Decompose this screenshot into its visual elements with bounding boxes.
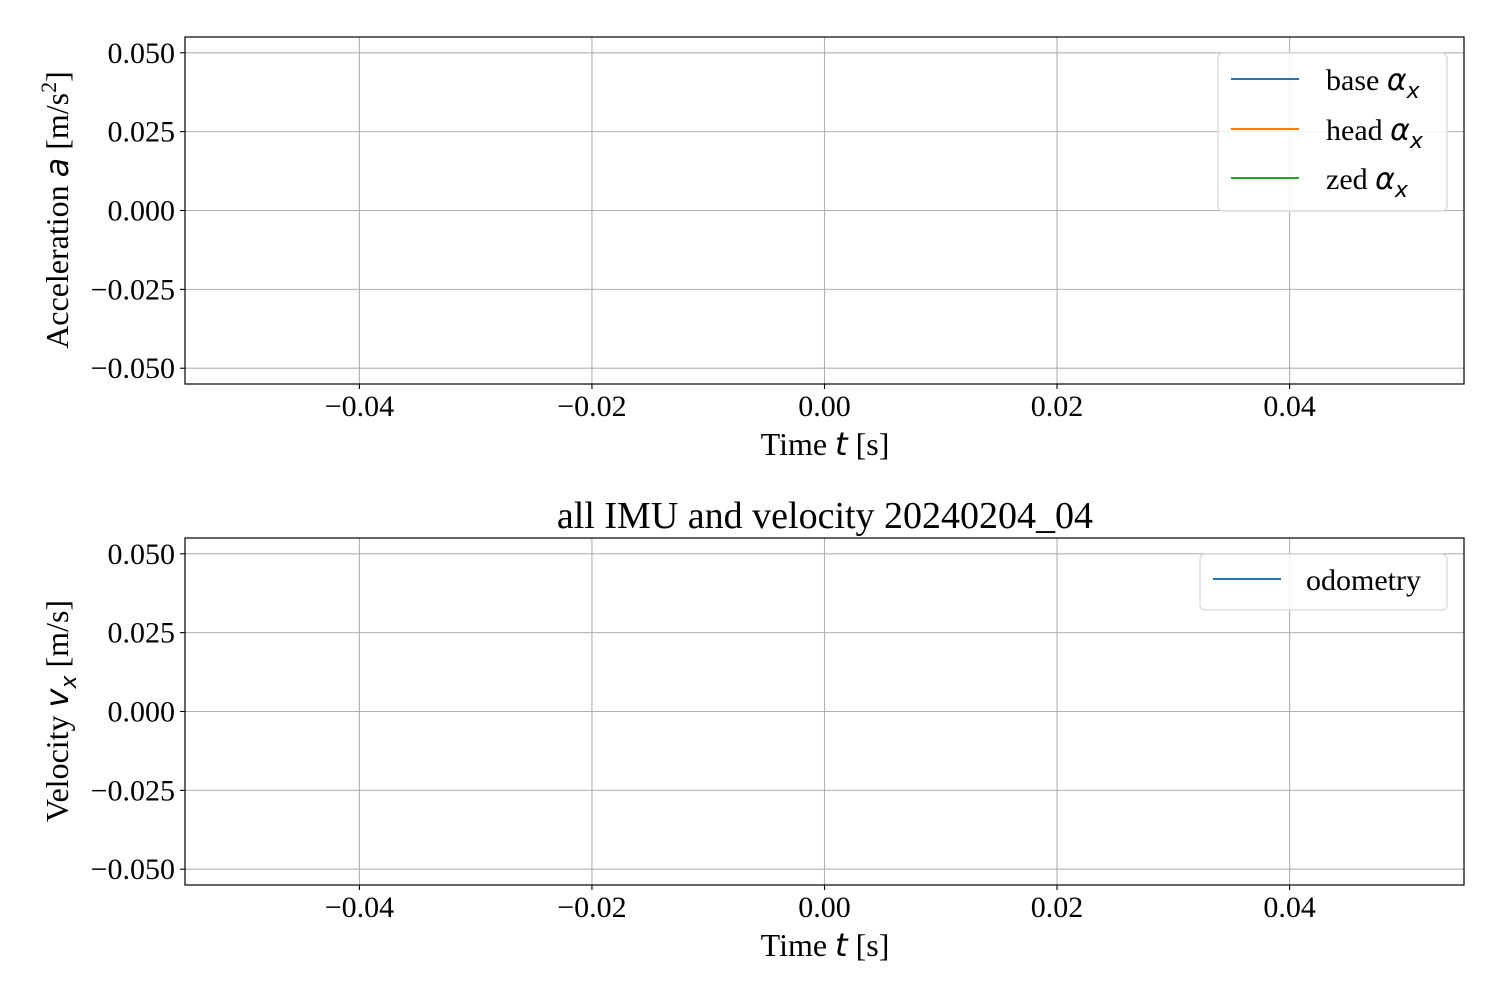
velocity-subplot: −0.04 −0.02 0.00 0.02 0.04 0.050 0.025 0.000 −0.… — [38, 537, 1465, 964]
acceleration-x-tick-label: −0.04 — [325, 390, 394, 423]
legend-label-head: head αx — [1326, 113, 1424, 154]
legend-entry-head: head αx — [1231, 113, 1424, 154]
legend-entry-odometry: odometry — [1213, 564, 1421, 597]
figure-title: all IMU and velocity 20240204_04 — [557, 495, 1093, 537]
acceleration-legend: base αx head αx zed αx — [1217, 52, 1448, 212]
velocity-x-tick-label: 0.04 — [1263, 891, 1316, 924]
velocity-y-axis-label: Velocity vx [m/s] — [38, 600, 82, 822]
velocity-legend: odometry — [1199, 553, 1448, 611]
velocity-x-tick-label: −0.04 — [325, 891, 394, 924]
velocity-y-tick-label: 0.000 — [108, 696, 176, 729]
acceleration-subplot: −0.04 −0.02 0.00 0.02 0.04 0.050 0.025 0.000 −0.… — [36, 36, 1465, 463]
legend-entry-base: base αx — [1231, 63, 1421, 104]
velocity-y-tick-label: −0.050 — [91, 853, 175, 886]
acceleration-y-axis-label: Acceleration a [m/s2] — [36, 71, 76, 349]
acceleration-x-tick-label: 0.04 — [1263, 390, 1316, 423]
acceleration-y-tick-label: −0.025 — [91, 273, 175, 306]
acceleration-x-tick-label: −0.02 — [557, 390, 626, 423]
velocity-legend-box — [1199, 553, 1448, 611]
acceleration-y-tick-label: 0.000 — [108, 195, 176, 228]
velocity-x-tick-label: −0.02 — [557, 891, 626, 924]
acceleration-x-tick-label: 0.02 — [1031, 390, 1084, 423]
velocity-ticks: −0.04 −0.02 0.00 0.02 0.04 0.050 0.025 0.000 −0.… — [91, 538, 1316, 924]
velocity-y-tick-label: 0.025 — [108, 617, 176, 650]
legend-label-zed: zed αx — [1326, 162, 1409, 203]
acceleration-ticks: −0.04 −0.02 0.00 0.02 0.04 0.050 0.025 0.000 −0.… — [91, 37, 1316, 423]
velocity-x-tick-label: 0.00 — [798, 891, 851, 924]
acceleration-y-tick-label: −0.050 — [91, 352, 175, 385]
legend-label-odometry: odometry — [1306, 564, 1421, 597]
acceleration-legend-box — [1217, 52, 1448, 212]
legend-label-base: base αx — [1326, 63, 1421, 104]
acceleration-x-axis-label: Time t [s] — [761, 425, 890, 463]
acceleration-y-tick-label: 0.050 — [108, 37, 176, 70]
acceleration-x-tick-label: 0.00 — [798, 390, 851, 423]
legend-entry-zed: zed αx — [1231, 162, 1409, 203]
acceleration-y-tick-label: 0.025 — [108, 116, 176, 149]
velocity-x-tick-label: 0.02 — [1031, 891, 1084, 924]
velocity-y-tick-label: 0.050 — [108, 538, 176, 571]
velocity-y-tick-label: −0.025 — [91, 774, 175, 807]
velocity-x-axis-label: Time t [s] — [761, 926, 890, 964]
